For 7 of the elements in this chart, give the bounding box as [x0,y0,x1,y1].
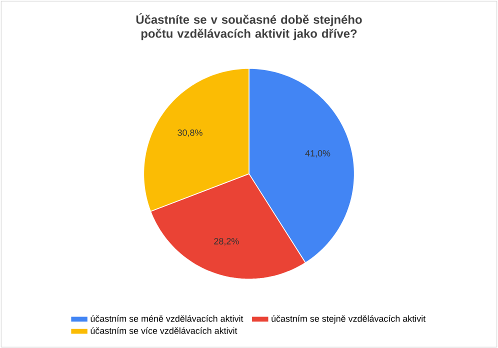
data-label: 41,0% [305,150,330,158]
legend-label: účastním se stejně vzdělávacích aktivit [272,315,426,324]
chart-title: Účastníte se v současné době stejného počtu vzdělávacích aktivit jako dříve? [136,13,362,40]
legend-label: účastním se více vzdělávacích aktivit [90,327,238,334]
legend-label: účastním se méně vzdělávacích aktivit [90,315,244,322]
data-label: 30,8% [178,129,202,137]
data-label: 28,2% [214,238,239,246]
